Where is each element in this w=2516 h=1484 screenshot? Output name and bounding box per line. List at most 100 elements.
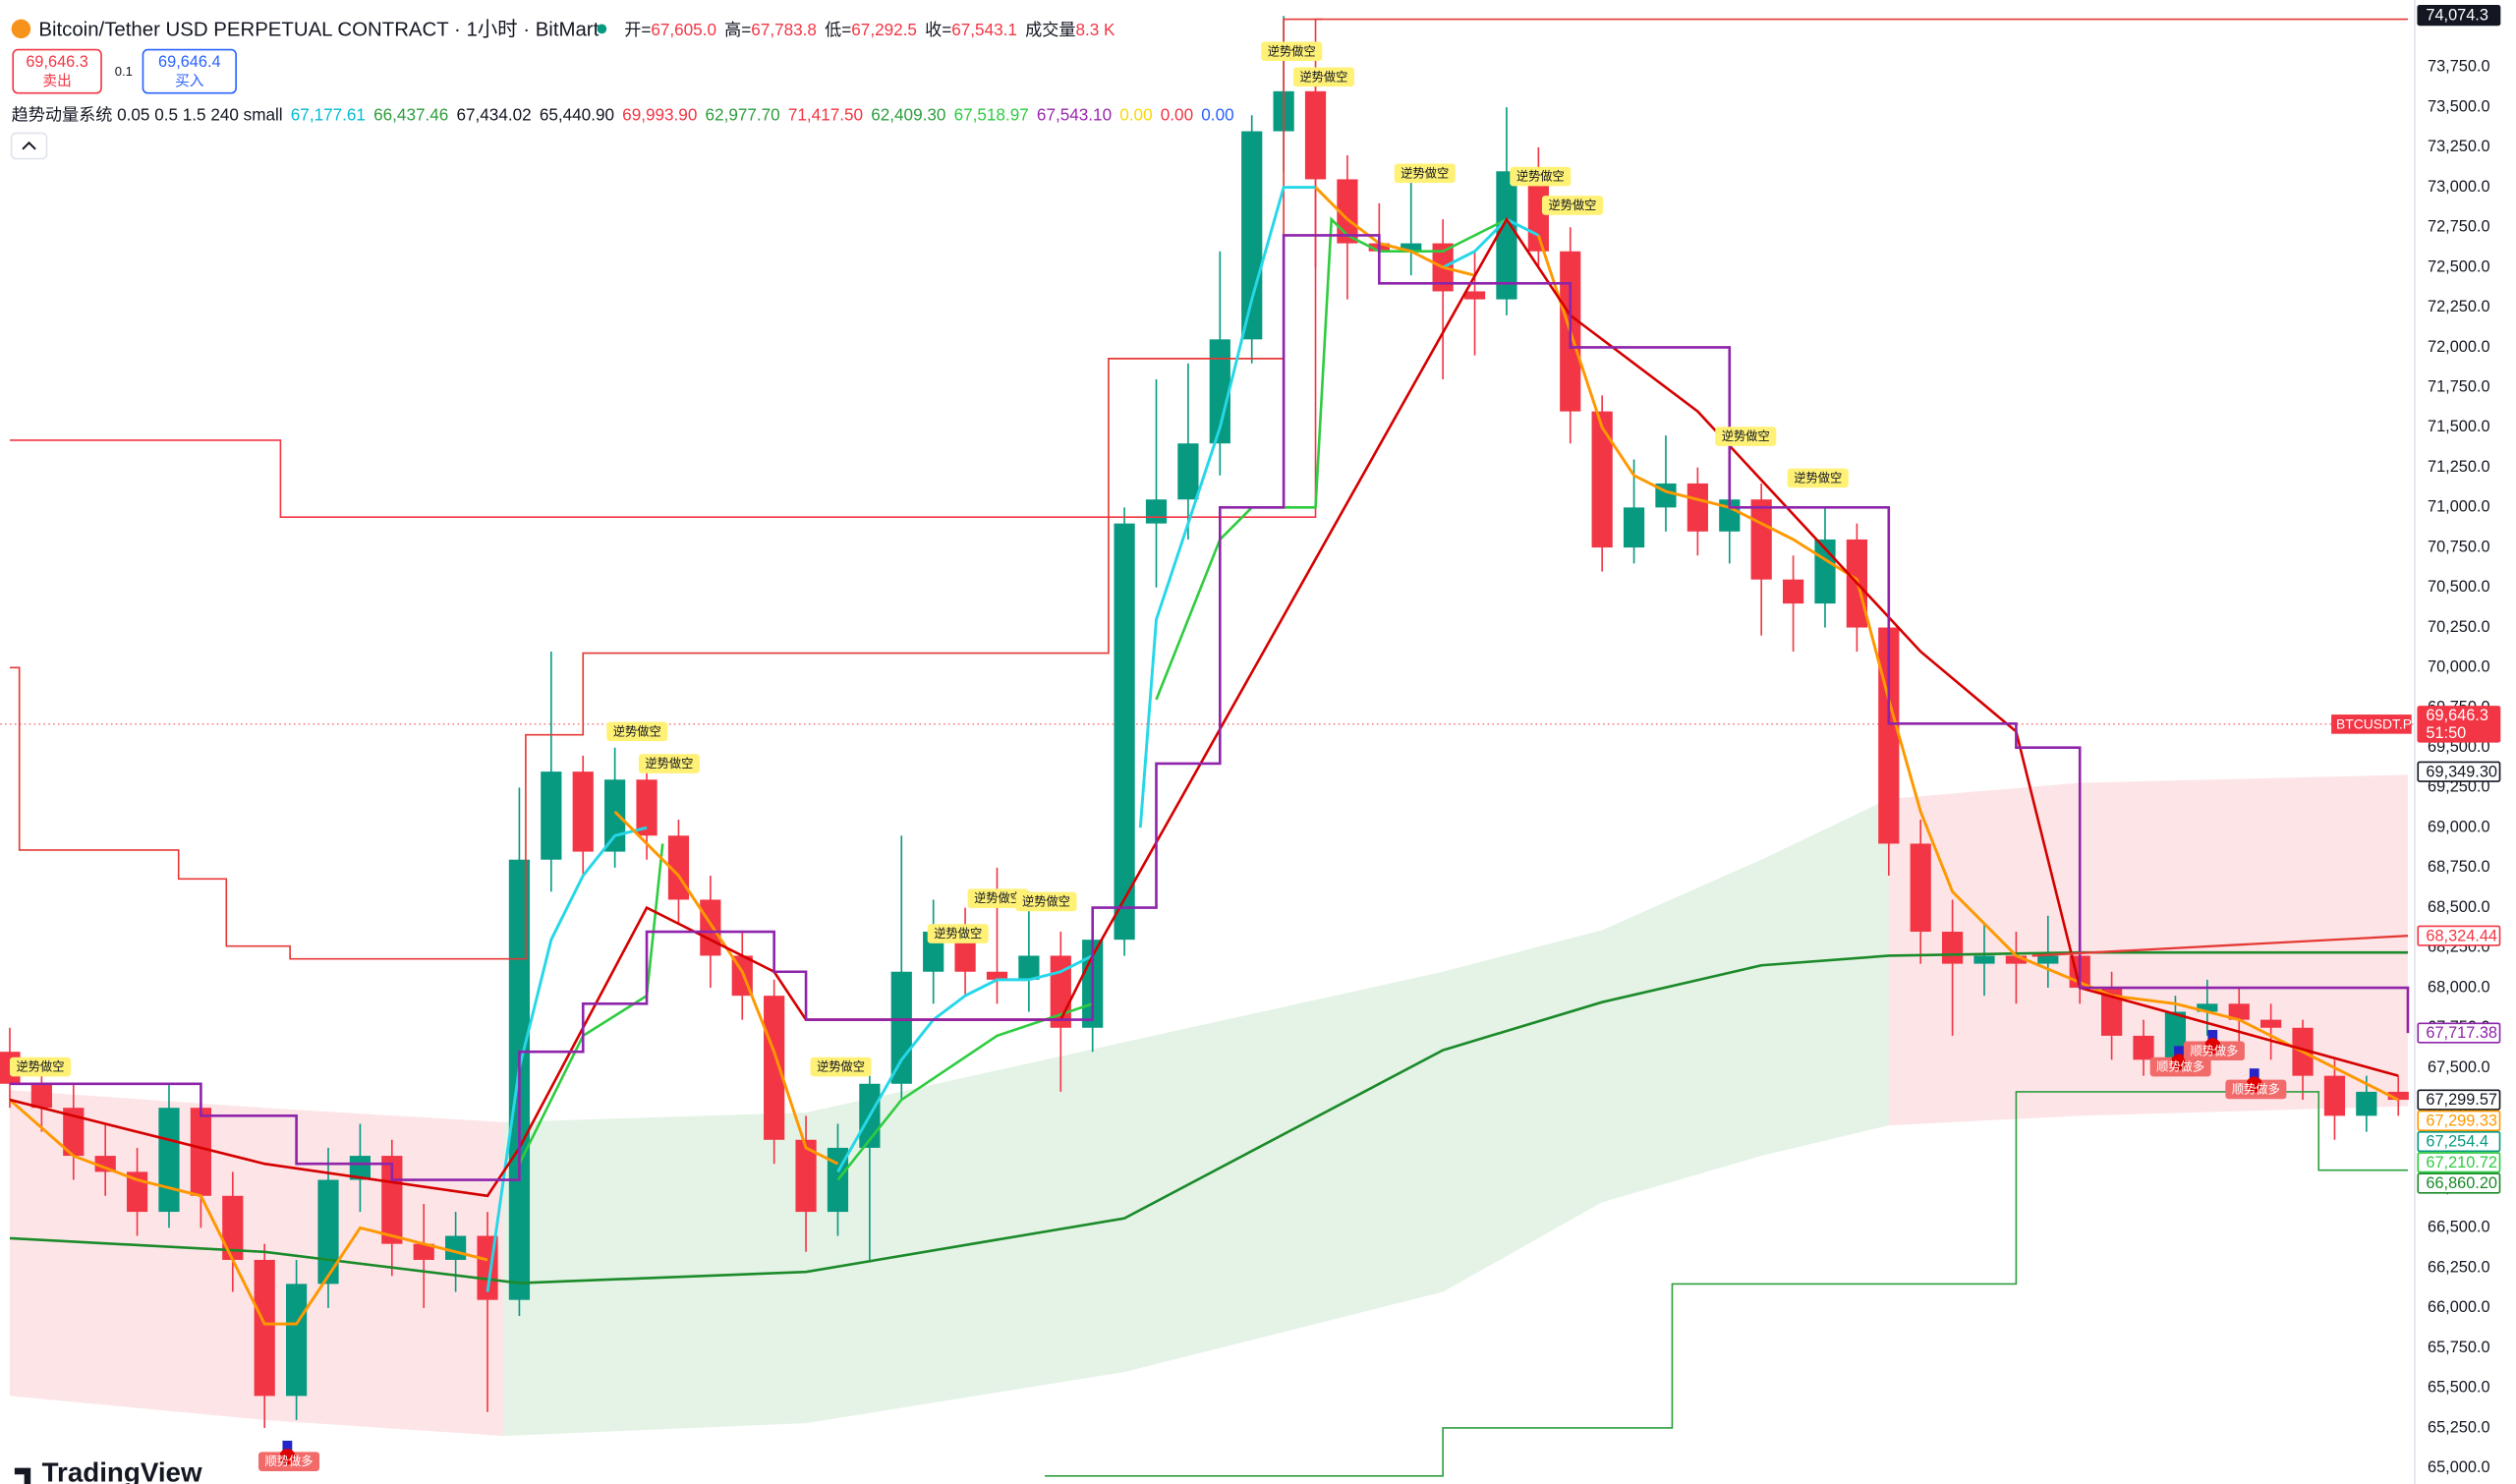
indicator-line [1045, 1091, 2408, 1477]
indicator-line [9, 234, 2410, 1181]
y-tick-label: 67,500.0 [2428, 1058, 2490, 1076]
annotation-box [606, 721, 668, 742]
price-label: 66,860.20 [2426, 1174, 2497, 1192]
y-tick-label: 71,500.0 [2428, 418, 2490, 435]
indicator-line [9, 216, 2399, 1198]
quantity[interactable]: 0.1 [115, 64, 133, 79]
y-tick-label: 65,750.0 [2428, 1339, 2490, 1356]
candle-body [1496, 171, 1517, 300]
annotation-text: 逆势做空 [817, 1059, 865, 1074]
y-tick-label: 70,750.0 [2428, 538, 2490, 555]
signal-dot [279, 1449, 296, 1465]
ohlc-value: 67,783.8 [751, 20, 817, 39]
candle-body [1782, 579, 1804, 604]
candle-body [2005, 955, 2028, 964]
y-tick-label: 73,000.0 [2428, 178, 2490, 196]
candle-body [2260, 1019, 2282, 1028]
indicator-line [2031, 935, 2409, 957]
annotation-text: 逆势做空 [1516, 169, 1565, 184]
ohlc-value: 67,543.1 [951, 20, 1017, 39]
price-label-box [2417, 706, 2501, 743]
indicator-value: 71,417.50 [788, 104, 863, 124]
signal-dot [2204, 1038, 2221, 1055]
indicator-value: 0.00 [1161, 104, 1193, 124]
signal-marker [2207, 1030, 2218, 1040]
candle-body [2101, 988, 2123, 1036]
candle-body [541, 771, 562, 860]
annotation-box [1541, 196, 1603, 215]
annotation-text: 逆势做空 [1268, 43, 1316, 58]
candle-body [94, 1156, 116, 1172]
indicator-value: 62,409.30 [871, 104, 945, 124]
symbol-tag-box [2331, 714, 2412, 734]
ohlc-label: 收= [925, 20, 951, 39]
collapse-button[interactable] [10, 132, 48, 160]
annotation-box [927, 924, 989, 943]
y-tick-label: 68,000.0 [2428, 978, 2490, 996]
buy-price[interactable]: 69,646.4 [158, 53, 221, 71]
sell-price[interactable]: 69,646.3 [26, 53, 88, 71]
candle-body [1018, 955, 1040, 980]
y-tick-label: 66,250.0 [2428, 1258, 2490, 1276]
annotation-text: 逆势做空 [1299, 69, 1347, 84]
y-tick-label: 73,500.0 [2428, 97, 2490, 115]
candle-body [2228, 1003, 2250, 1020]
candle-body [2037, 955, 2059, 964]
collapse-icon[interactable] [22, 141, 36, 150]
candle-body [700, 899, 721, 956]
price-label-box [2417, 4, 2501, 27]
annotation-box [638, 754, 700, 773]
y-tick-label: 65,250.0 [2428, 1418, 2490, 1436]
buy-button[interactable] [142, 48, 237, 94]
candle-body [604, 779, 626, 852]
y-tick-label: 70,000.0 [2428, 658, 2490, 676]
price-label-box [2417, 1089, 2501, 1111]
indicator-value: 65,440.90 [540, 104, 614, 124]
y-tick-label: 73,750.0 [2428, 58, 2490, 76]
ohlc-values: 开=67,605.0 高=67,783.8 低=67,292.5 收=67,543.1… [624, 20, 1115, 39]
price-axis-labels: 65,000.0 65,250.0 65,500.0 65,750.0 66,000.0… [2417, 4, 2501, 1476]
candle-body [764, 996, 785, 1140]
annotation-text: 顺势做多 [2232, 1081, 2280, 1096]
ohlc-value: 67,292.5 [851, 20, 917, 39]
indicator-line [8, 186, 2399, 1326]
buy-label[interactable]: 买入 [175, 73, 204, 89]
logo: TradingView [42, 1457, 202, 1484]
candle-body [636, 779, 658, 836]
candle-body [1337, 179, 1358, 244]
coin-icon [11, 19, 31, 39]
candle-body [2323, 1075, 2346, 1116]
candle-body [317, 1179, 339, 1284]
candle-body [2197, 1003, 2218, 1012]
sell-label[interactable]: 卖出 [42, 73, 71, 89]
y-tick-label: 71,000.0 [2428, 498, 2490, 516]
annotation-text: 顺势做多 [2190, 1043, 2238, 1057]
annotation-box [1787, 468, 1849, 488]
indicator-value: 69,993.90 [622, 104, 697, 124]
y-tick-label: 66,500.0 [2428, 1219, 2490, 1236]
ohlc-label: 开= [624, 20, 651, 39]
sell-button[interactable] [12, 48, 102, 94]
annotation-box [1715, 427, 1777, 446]
y-tick-label: 65,000.0 [2428, 1458, 2490, 1476]
candle-body [795, 1139, 817, 1213]
indicator-value: 62,977.70 [706, 104, 780, 124]
signal-marker [282, 1440, 293, 1451]
candle-body [190, 1108, 212, 1196]
annotation-text: 逆势做空 [17, 1059, 65, 1074]
price-label: 74,074.3 [2426, 7, 2488, 25]
y-tick-label: 70,250.0 [2428, 618, 2490, 636]
band [503, 798, 1889, 1437]
annotation-text: 逆势做空 [934, 926, 982, 941]
price-label: 67,299.57 [2426, 1091, 2497, 1109]
indicator-line [486, 186, 1540, 1292]
annotation-box [810, 1056, 872, 1077]
candle-body [254, 1259, 275, 1397]
price-label-box [2417, 761, 2501, 782]
price-label-box [2417, 925, 2501, 946]
candle-body [1177, 443, 1199, 500]
price-label-box [2417, 1172, 2501, 1194]
signal-marker [2174, 1046, 2184, 1056]
